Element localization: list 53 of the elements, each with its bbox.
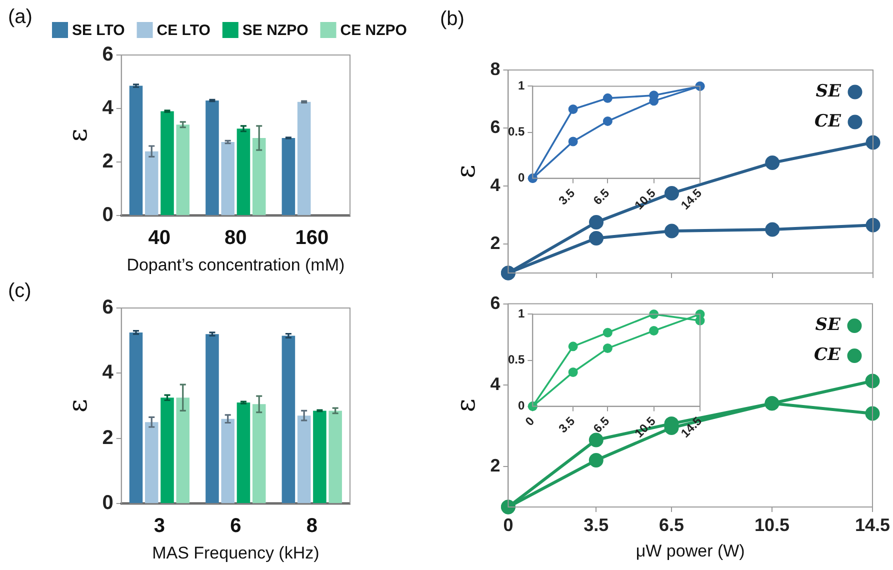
x-axis-title: μW power (W) — [636, 541, 745, 560]
y-tick-label: 2 — [102, 426, 114, 449]
x-tick-label: 3.5 — [556, 414, 578, 436]
x-axis-title: Dopant’s concentration (mM) — [126, 255, 345, 274]
legend-label: CE — [814, 345, 842, 366]
y-tick-label: 4 — [102, 97, 114, 120]
legend-label: SE — [815, 315, 842, 336]
y-tick-label: 6 — [102, 296, 114, 319]
text: (a) — [8, 6, 32, 29]
y-tick-label: 1 — [518, 78, 525, 93]
x-tick-label: 3.5 — [556, 186, 578, 208]
y-tick-label: 6 — [490, 116, 500, 137]
x-tick-label: 160 — [295, 227, 329, 250]
y-tick-label: 6 — [102, 44, 114, 66]
legend-label: SE NZPO — [242, 22, 309, 40]
y-tick-label: 0.5 — [508, 124, 525, 139]
y-tick-label: 8 — [490, 58, 500, 79]
y-tick-label: 0 — [102, 204, 114, 226]
x-tick-label: 6 — [230, 515, 242, 538]
text: (c) — [8, 280, 32, 303]
y-tick-label: 2 — [490, 232, 500, 253]
x-axis-title: MAS Frequency (kHz) — [152, 543, 320, 562]
x-tick-label: 8 — [306, 515, 318, 538]
legend-label: SE LTO — [72, 22, 126, 40]
y-tick-label: 0 — [518, 398, 525, 413]
y-tick-label: 2 — [102, 150, 114, 173]
x-tick-label: 6.5 — [590, 414, 612, 436]
text: (b) — [440, 8, 464, 31]
y-axis-title: ε — [63, 399, 94, 413]
y-tick-label: 0.5 — [508, 352, 525, 367]
y-tick-label: 2 — [490, 455, 500, 476]
x-tick-label: 3.5 — [584, 514, 609, 535]
y-axis-title: ε — [63, 128, 94, 142]
y-axis-title: ε — [451, 398, 482, 412]
y-tick-label: 0 — [102, 492, 114, 514]
legend-label: SE — [816, 81, 842, 102]
y-tick-label: 4 — [490, 174, 500, 195]
y-tick-label: 1 — [518, 306, 525, 321]
x-tick-label: 6.5 — [590, 186, 612, 208]
y-tick-label: 4 — [490, 374, 500, 394]
x-tick-label: 6.5 — [658, 514, 684, 535]
x-tick-label: 14.5 — [854, 514, 890, 535]
x-tick-label: 40 — [148, 227, 171, 250]
legend-label: CE — [814, 111, 842, 132]
x-tick-label: 3 — [154, 515, 165, 538]
y-axis-title: ε — [451, 164, 482, 178]
y-tick-label: 0 — [518, 170, 525, 185]
x-tick-label: 10.5 — [754, 514, 790, 535]
legend-label: CE NZPO — [340, 22, 408, 40]
y-tick-label: 4 — [102, 362, 114, 384]
legend-label: CE LTO — [156, 22, 211, 40]
y-tick-label: 6 — [490, 292, 500, 313]
x-tick-label: 80 — [224, 227, 247, 250]
